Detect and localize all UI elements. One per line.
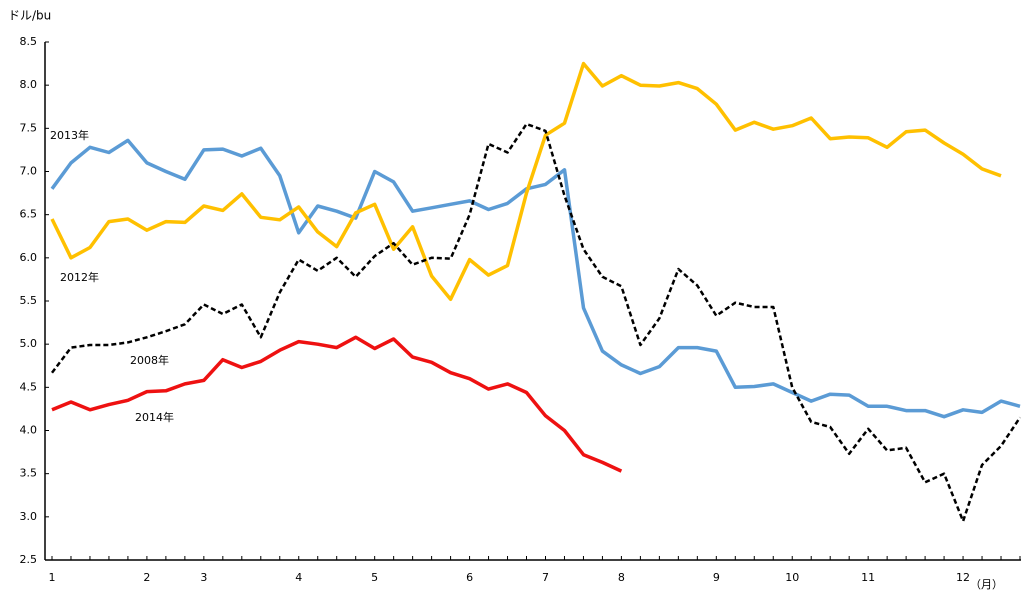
x-tick-label: 2: [143, 571, 150, 584]
series-line: [50, 61, 1002, 302]
series-label: 2012年: [60, 270, 99, 284]
y-tick-label: 7.0: [20, 165, 38, 178]
y-tick-label: 8.5: [20, 35, 38, 48]
y-tick-label: 6.0: [20, 251, 38, 264]
series-label: 2013年: [50, 128, 89, 142]
y-tick-label: 6.5: [20, 208, 38, 221]
x-tick-label: 9: [713, 571, 720, 584]
x-tick-label: 3: [200, 571, 207, 584]
y-tick-label: 8.0: [20, 78, 38, 91]
y-tick-label: 4.0: [20, 424, 38, 437]
series-line: [50, 138, 1021, 419]
series-line: [51, 122, 1021, 523]
series-line: [51, 335, 623, 473]
series-label: 2008年: [130, 353, 169, 367]
y-tick-label: 3.0: [20, 510, 38, 523]
x-tick-label: 11: [861, 571, 875, 584]
x-tick-label: 1: [49, 571, 56, 584]
y-tick-label: 5.5: [20, 294, 38, 307]
x-unit-label: （月）: [970, 578, 1003, 591]
x-tick-label: 7: [542, 571, 549, 584]
x-tick-label: 4: [295, 571, 302, 584]
y-unit-label: ドル/bu: [8, 9, 51, 23]
y-tick-label: 2.5: [20, 553, 38, 566]
x-tick-label: 12: [956, 571, 970, 584]
series-label: 2014年: [135, 410, 174, 424]
y-tick-label: 4.5: [20, 380, 38, 393]
x-tick-label: 5: [371, 571, 378, 584]
y-tick-label: 3.5: [20, 467, 38, 480]
y-tick-label: 7.5: [20, 121, 38, 134]
x-tick-label: 6: [466, 571, 473, 584]
x-tick-label: 8: [618, 571, 625, 584]
x-tick-label: 10: [785, 571, 799, 584]
y-tick-label: 5.0: [20, 337, 38, 350]
